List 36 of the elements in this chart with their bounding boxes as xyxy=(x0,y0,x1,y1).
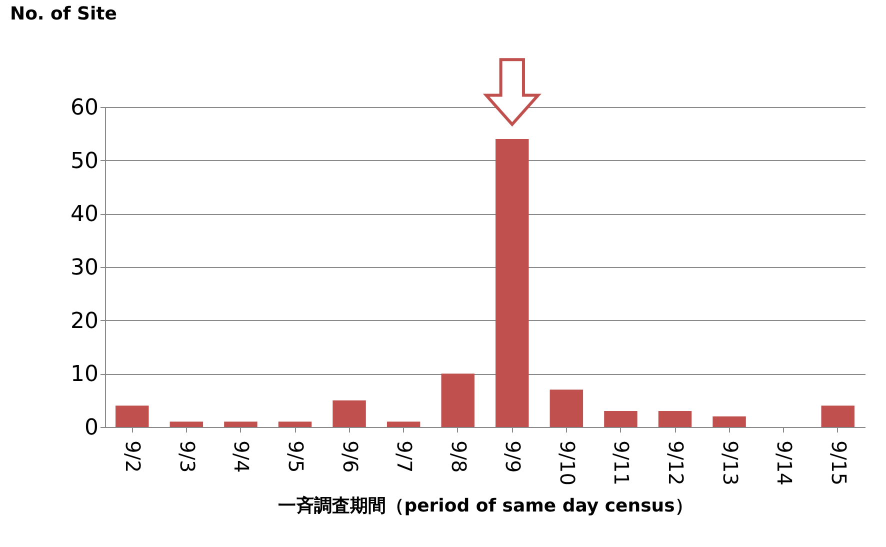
bar xyxy=(550,390,584,427)
y-tick-label: 50 xyxy=(70,148,98,174)
x-tick-label: 9/11 xyxy=(610,440,634,486)
x-tick-label: 9/15 xyxy=(826,440,851,486)
x-tick-label: 9/8 xyxy=(446,440,471,473)
bar xyxy=(116,406,149,427)
x-tick-label: 9/3 xyxy=(175,440,200,473)
x-tick-label: 9/14 xyxy=(772,440,797,486)
y-tick-label: 60 xyxy=(70,96,98,120)
x-tick-label: 9/5 xyxy=(284,440,308,473)
bar xyxy=(821,406,854,427)
x-tick-label: 9/2 xyxy=(121,440,146,473)
bar xyxy=(441,374,474,427)
y-tick-label: 40 xyxy=(70,202,98,228)
y-tick-label: 10 xyxy=(70,362,98,388)
bar xyxy=(496,139,529,427)
x-tick-label: 9/13 xyxy=(718,440,742,486)
x-tick-label: 9/4 xyxy=(230,440,254,473)
y-axis-title: No. of Site xyxy=(10,4,117,25)
bar xyxy=(224,422,258,427)
bar xyxy=(170,422,204,427)
y-tick-label: 30 xyxy=(70,256,98,280)
x-tick-label: 9/7 xyxy=(392,440,417,473)
y-tick-label: 0 xyxy=(84,416,98,440)
x-tick-label: 9/9 xyxy=(501,440,526,473)
bar xyxy=(386,422,420,427)
x-tick-label: 9/12 xyxy=(664,440,688,486)
y-tick-label: 20 xyxy=(70,308,98,334)
bar xyxy=(278,422,312,427)
x-axis-title: 一斉調査期間（period of same day census） xyxy=(278,495,693,516)
x-tick-label: 9/6 xyxy=(338,440,362,473)
bar xyxy=(332,400,366,427)
bar xyxy=(658,411,692,427)
bar xyxy=(712,416,746,427)
bar xyxy=(604,411,638,427)
x-tick-label: 9/10 xyxy=(555,440,580,486)
